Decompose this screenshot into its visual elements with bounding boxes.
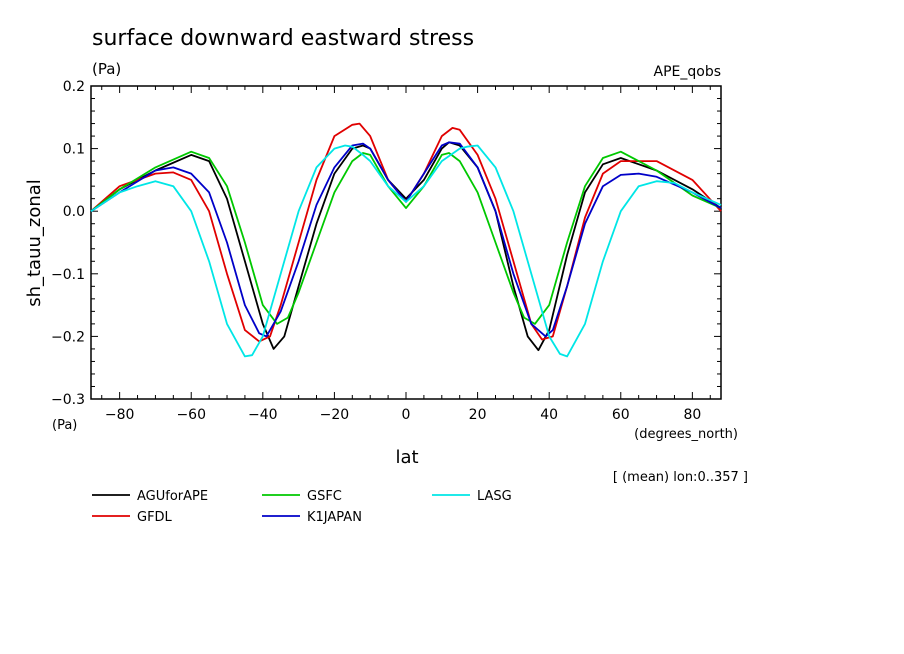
series-line-lasg [90,144,722,358]
legend-item-gsfc: GSFC [262,489,342,504]
series-line-gsfc [90,150,722,325]
legend: AGUforAPE GFDL GSFC K1JAPAN LASG [92,489,512,525]
y-tick-label: −0.1 [51,267,85,283]
series-lines [90,122,722,358]
axis-ticks [91,85,721,400]
y-axis-label: sh_tauu_zonal [24,179,45,307]
legend-label: AGUforAPE [137,489,208,504]
averaging-note: [ (mean) lon:0..357 ] [613,470,748,485]
y-units-top: (Pa) [92,60,121,78]
x-tick-labels: −80 −60 −40 −20 0 20 40 60 80 [105,407,701,423]
legend-item-gfdl: GFDL [92,510,173,525]
x-axis-label: lat [395,447,418,468]
legend-item-k1japan: K1JAPAN [262,510,362,525]
y-tick-labels: −0.3 −0.2 −0.1 0.0 0.1 0.2 [51,79,85,408]
y-tick-label: 0.0 [63,204,85,220]
y-axis-units: (Pa) [52,418,77,433]
legend-label: LASG [477,489,512,504]
x-tick-label: −60 [176,407,206,423]
y-tick-label: −0.3 [51,392,85,408]
legend-item-aguforape: AGUforAPE [92,489,208,504]
series-line-gfdl [90,122,722,343]
x-tick-label: −80 [105,407,135,423]
legend-label: GFDL [137,510,173,525]
legend-label: GSFC [307,489,342,504]
legend-label: K1JAPAN [307,510,362,525]
x-tick-label: 60 [612,407,630,423]
series-line-aguforape [90,141,722,352]
chart-title: surface downward eastward stress [92,26,474,51]
y-tick-label: −0.2 [51,329,85,345]
x-tick-label: 20 [469,407,487,423]
plot-frame [90,85,722,400]
x-tick-label: 0 [402,407,411,423]
dataset-label: APE_qobs [654,64,722,80]
x-axis-units: (degrees_north) [634,427,738,442]
legend-item-lasg: LASG [432,489,512,504]
x-tick-label: 80 [683,407,701,423]
x-tick-label: −20 [320,407,350,423]
plot-area: −80 −60 −40 −20 0 20 40 60 80 −0.3 −0.2 −0.1 0.0 0.1… [51,79,722,423]
y-tick-label: 0.2 [63,79,85,95]
x-tick-label: 40 [540,407,558,423]
series-line-k1japan [90,141,722,338]
x-tick-label: −40 [248,407,278,423]
y-tick-label: 0.1 [63,142,85,158]
